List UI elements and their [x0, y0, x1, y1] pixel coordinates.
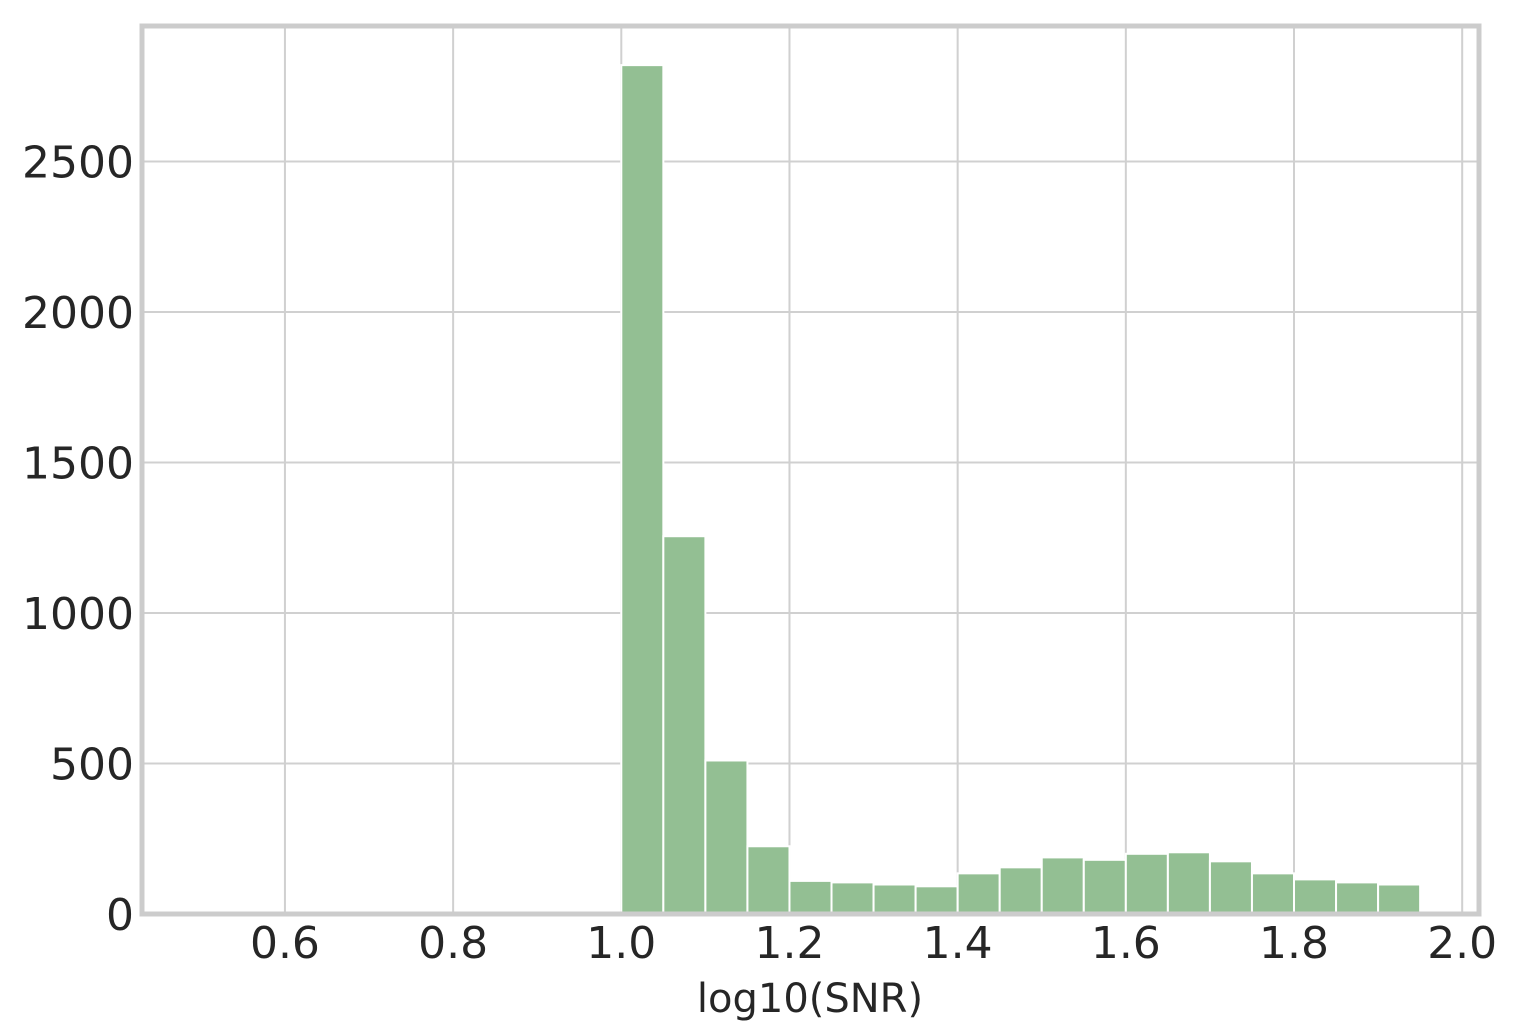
- x-tick-label: 1.0: [586, 918, 656, 969]
- histogram-bar: [788, 879, 833, 915]
- x-tick-label: 1.2: [754, 918, 824, 969]
- y-axis-ticks: 0 500 1000 1500 2000 2500: [22, 137, 134, 941]
- x-tick-label: 2.0: [1427, 918, 1497, 969]
- histogram-bar: [746, 845, 791, 915]
- y-tick-label: 1000: [22, 589, 134, 640]
- y-tick-label: 2500: [22, 137, 134, 188]
- grid: [142, 26, 1479, 914]
- y-tick-label: 2000: [22, 288, 134, 339]
- x-tick-label: 1.6: [1091, 918, 1161, 969]
- x-tick-label: 0.8: [418, 918, 488, 969]
- histogram-bar: [1124, 852, 1169, 916]
- y-tick-label: 0: [106, 890, 134, 941]
- histogram-bar: [956, 872, 1001, 916]
- histogram-bar: [1082, 858, 1127, 916]
- histogram-bar: [830, 881, 875, 916]
- histogram-bar: [998, 866, 1043, 915]
- histogram-bar: [1250, 872, 1296, 916]
- histogram-bar: [1208, 860, 1253, 915]
- x-tick-label: 1.8: [1259, 918, 1329, 969]
- y-tick-label: 1500: [22, 438, 134, 489]
- x-axis-ticks: 0.6 0.8 1.0 1.2 1.4 1.6 1.8 2.0: [250, 918, 1497, 969]
- histogram-bar: [620, 64, 665, 915]
- histogram-bar: [662, 535, 707, 916]
- x-tick-label: 0.6: [250, 918, 320, 969]
- plot-frame: [139, 23, 1482, 917]
- histogram-bar: [914, 885, 959, 916]
- histogram-bar: [1377, 883, 1422, 916]
- histogram-bar: [1293, 878, 1338, 916]
- y-tick-label: 500: [50, 739, 134, 790]
- x-axis-title: log10(SNR): [697, 976, 923, 1022]
- bars: [620, 64, 1422, 916]
- histogram-bar: [1040, 856, 1085, 915]
- histogram-bar: [1335, 881, 1380, 916]
- histogram-bar: [872, 883, 917, 916]
- x-tick-label: 1.4: [923, 918, 993, 969]
- histogram-bar: [704, 759, 749, 916]
- histogram-bar: [1166, 851, 1211, 915]
